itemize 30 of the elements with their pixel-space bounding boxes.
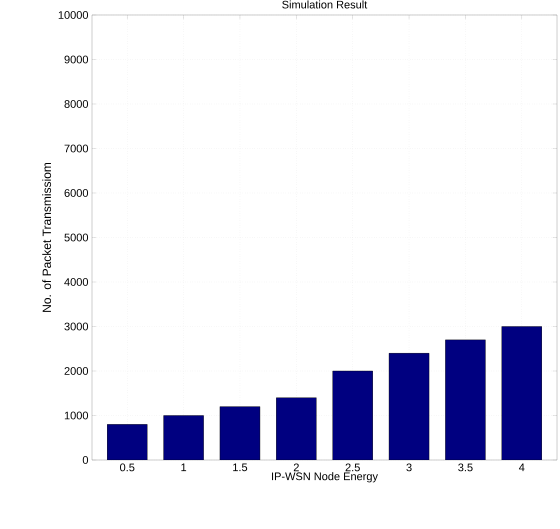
x-tick-label: 3: [406, 464, 412, 472]
x-tick-label: 4: [518, 464, 525, 472]
y-tick-label: 0: [82, 456, 88, 464]
y-tick-label: 3000: [64, 322, 88, 330]
bar: [164, 416, 204, 460]
y-tick-label: 4000: [64, 278, 88, 286]
x-tick-label: 1: [181, 464, 186, 472]
bar: [107, 424, 148, 460]
y-tick-label: 6000: [64, 189, 88, 197]
x-tick-label: 3.5: [458, 464, 473, 472]
bar: [502, 326, 542, 460]
y-tick-label: 2000: [64, 367, 88, 375]
y-tick-label: 8000: [64, 100, 88, 108]
y-axis-title: No. of Packet Transmissiom: [42, 162, 52, 312]
bar: [276, 398, 316, 460]
bar: [445, 340, 486, 460]
x-axis-title: IP-WSN Node Energy: [272, 472, 378, 482]
y-tick-label: 1000: [64, 412, 88, 420]
bar: [220, 406, 260, 460]
x-tick-label: 2.5: [346, 464, 360, 472]
x-tick-label: 1.5: [233, 464, 248, 472]
chart-title: Simulation Result: [282, 0, 368, 8]
bar: [332, 371, 373, 460]
x-tick-label: 2: [294, 464, 299, 472]
y-tick-label: 5000: [64, 234, 88, 242]
bar: [389, 353, 430, 460]
y-tick-label: 9000: [64, 56, 88, 64]
x-tick-label: 0.5: [120, 464, 134, 472]
y-tick-label: 10000: [58, 11, 88, 19]
y-tick-label: 7000: [64, 144, 88, 152]
